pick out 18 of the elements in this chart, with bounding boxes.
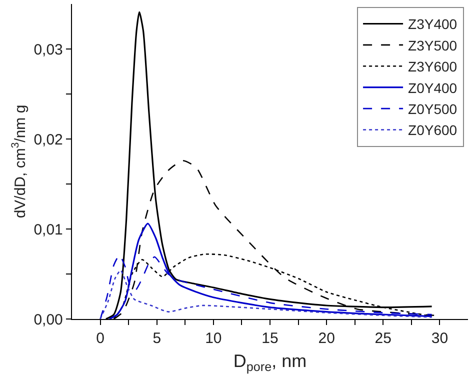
- x-axis-title: D$_{pore}$, nm: [233, 351, 307, 374]
- legend-label: Z3Y600: [408, 58, 458, 75]
- x-tick-label: 20: [318, 330, 335, 348]
- legend-label: Z3Y500: [408, 37, 458, 54]
- x-tick-label: 25: [374, 330, 392, 348]
- x-tick-label: 0: [96, 330, 104, 348]
- x-tick-label: 15: [262, 330, 278, 348]
- x-tick-label: 10: [205, 330, 222, 348]
- y-tick-label: 0,02: [34, 131, 63, 148]
- legend-label: Z0Y500: [408, 101, 458, 118]
- y-tick-label: 0,00: [34, 311, 63, 328]
- legend-label: Z3Y400: [408, 16, 458, 32]
- y-tick-label: 0,01: [34, 221, 63, 238]
- x-tick-label: 30: [431, 330, 448, 348]
- legend-label: Z0Y400: [408, 80, 458, 96]
- legend-label: Z0Y600: [408, 122, 458, 138]
- x-tick-label: 5: [152, 330, 162, 348]
- y-tick-label: 0,03: [34, 41, 63, 58]
